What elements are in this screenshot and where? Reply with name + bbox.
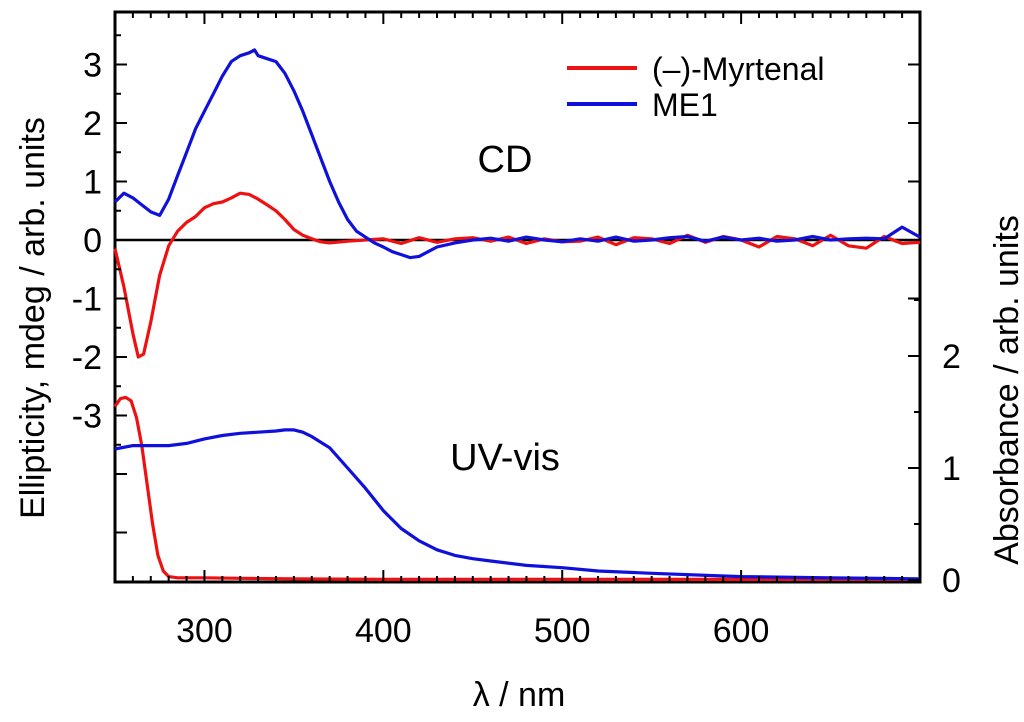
cd-y-tick-label: -1 — [72, 281, 102, 319]
left-axis-title: Ellipticity, mdeg / arb. units — [14, 117, 52, 519]
series-line-me1-uv-vis — [114, 428, 921, 581]
x-axis-title: λ / nm — [473, 676, 566, 714]
series-line-myrtenal-cd — [113, 191, 921, 359]
x-tick-label: 500 — [534, 612, 591, 650]
cd-y-tick-label: 2 — [83, 105, 102, 143]
cd-y-tick-label: -2 — [72, 339, 102, 377]
legend-label-me1: ME1 — [652, 87, 718, 123]
plot-frame — [113, 10, 922, 584]
series-line-me1-cd — [113, 48, 921, 260]
cd-y-tick-label: 3 — [83, 47, 102, 85]
x-tick-label: 300 — [176, 612, 233, 650]
cd-y-tick-label: 1 — [83, 164, 102, 202]
right-axis-title: Absorbance / arb. units — [988, 215, 1024, 565]
x-tick-label: 400 — [355, 612, 412, 650]
x-tick-label: 600 — [713, 612, 770, 650]
legend: (–)-Myrtenal ME1 — [567, 51, 824, 123]
series-line-myrtenal-uv-vis — [113, 395, 920, 582]
legend-label-myrtenal: (–)-Myrtenal — [652, 51, 824, 87]
cd-y-tick-label: 0 — [83, 222, 102, 260]
cd-y-tick-label: -3 — [72, 398, 102, 436]
cd-annotation: CD — [478, 139, 533, 181]
uv-y-tick-label: 1 — [942, 450, 961, 488]
uv-y-tick-label: 2 — [942, 338, 961, 376]
uv-y-tick-label: 0 — [942, 562, 961, 600]
uv-annotation: UV-vis — [450, 437, 560, 479]
